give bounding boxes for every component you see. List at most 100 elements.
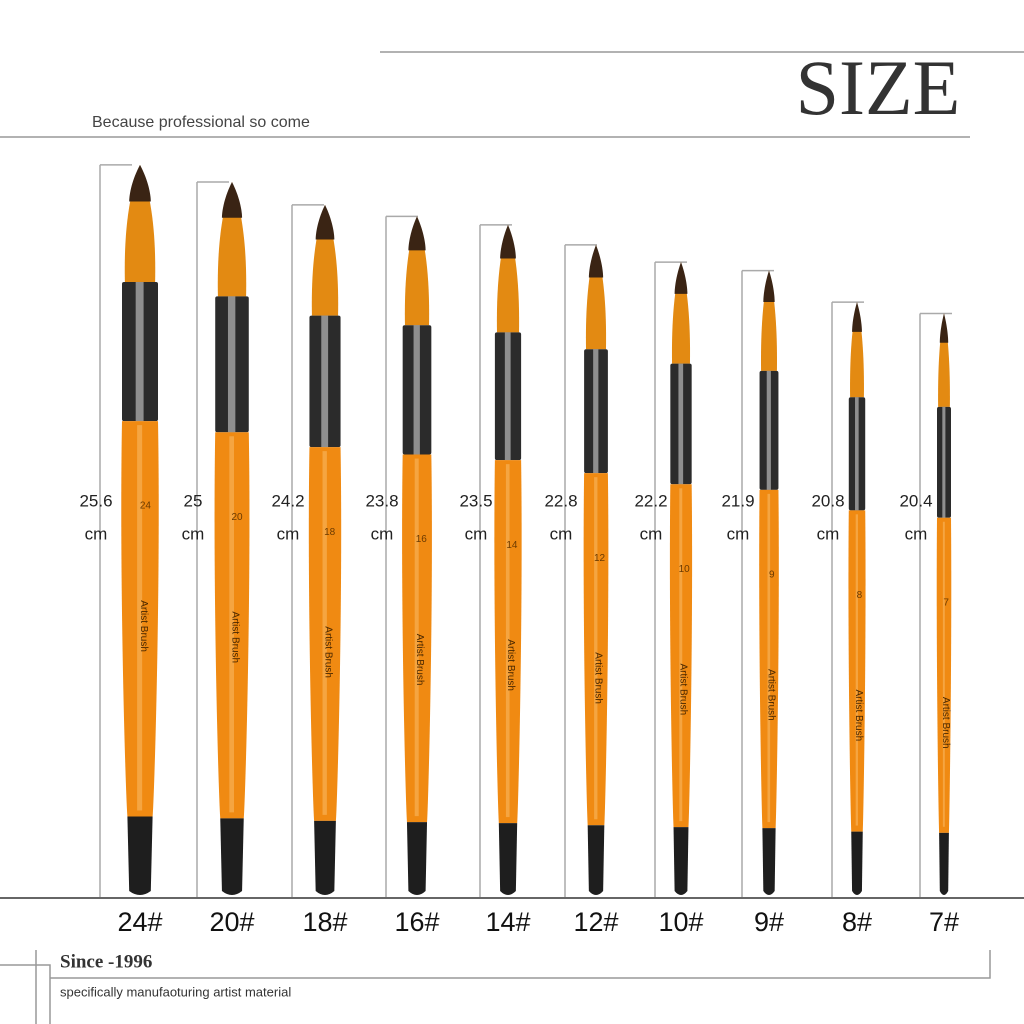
measure-line (479, 224, 512, 897)
title: SIZE (796, 44, 961, 131)
size-label: 18# (302, 907, 347, 937)
handle-shine (594, 477, 598, 820)
handle-shine (679, 488, 683, 822)
end-cap (762, 828, 776, 895)
end-cap (587, 825, 605, 895)
brush: 12 Artist Brush 22.8 cm 12# (544, 244, 619, 937)
handle-number: 14 (506, 540, 518, 551)
handle-text: Artist Brush (677, 663, 688, 715)
handle-text: Artist Brush (138, 600, 149, 652)
length-unit: cm (727, 524, 750, 543)
length: 20.4 (899, 491, 932, 510)
handle-shine (414, 458, 419, 817)
handle-number: 7 (943, 597, 949, 608)
ferrule-shine (855, 397, 859, 511)
handle-shine (855, 514, 858, 826)
ferrule-shine (321, 315, 329, 448)
handle-number: 20 (231, 512, 243, 523)
footer-bracket (0, 950, 991, 1024)
end-cap (220, 818, 244, 895)
size-label: 7# (929, 907, 959, 937)
handle-text: Artist Brush (765, 669, 776, 721)
brush-hair-tip (221, 182, 243, 218)
length-unit: cm (277, 524, 300, 543)
length-unit: cm (371, 524, 394, 543)
measure-line (741, 269, 774, 897)
brush-hair-tip (129, 164, 151, 202)
length-unit: cm (465, 524, 488, 543)
length: 24.2 (271, 491, 304, 510)
length: 23.8 (365, 491, 398, 510)
tagline: specifically manufaoturing artist materi… (60, 984, 291, 999)
handle-number: 24 (140, 501, 152, 512)
brushes: 24 Artist Brush 25.6 cm 24# 20 Artist Brush 25 c… (79, 164, 959, 937)
ferrule-shine (942, 406, 946, 518)
length-unit: cm (85, 524, 108, 543)
brush-hair-tip (588, 244, 604, 278)
handle-shine (322, 451, 327, 815)
ferrule-shine (766, 370, 771, 490)
measure-line (291, 204, 324, 897)
length: 21.9 (721, 491, 754, 510)
measure-line (385, 215, 418, 897)
handle-shine (505, 464, 510, 818)
brush-hair-tip (852, 302, 862, 332)
handle-number: 16 (416, 534, 428, 545)
end-cap (498, 823, 518, 895)
length-unit: cm (817, 524, 840, 543)
size-label: 9# (754, 907, 784, 937)
brush: 10 Artist Brush 22.2 cm 10# (634, 261, 704, 937)
handle-number: 8 (857, 590, 863, 601)
size-label: 12# (573, 907, 618, 937)
ferrule-shine (227, 296, 236, 433)
ferrule-shine (413, 325, 420, 455)
length-unit: cm (640, 524, 663, 543)
length-unit: cm (905, 524, 928, 543)
size-label: 24# (117, 907, 162, 937)
length: 23.5 (459, 491, 492, 510)
length-unit: cm (550, 524, 573, 543)
measure-line (99, 164, 132, 897)
handle-text: Artist Brush (593, 652, 604, 704)
end-cap (939, 832, 949, 895)
subtitle: Because professional so come (92, 114, 310, 131)
brush: 14 Artist Brush 23.5 cm 14# (459, 224, 531, 937)
end-cap (127, 816, 153, 895)
ferrule-shine (593, 349, 599, 474)
brush: 9 Artist Brush 21.9 cm 9# (721, 269, 784, 937)
brush: 20 Artist Brush 25 cm 20# (182, 181, 255, 937)
length: 20.8 (811, 491, 844, 510)
handle-text: Artist Brush (940, 697, 951, 749)
size-label: 8# (842, 907, 872, 937)
brush-hair-tip (939, 313, 949, 343)
end-cap (851, 831, 863, 895)
measure-line (654, 261, 687, 897)
brush-hair-tip (674, 262, 688, 294)
size-label: 16# (394, 907, 439, 937)
handle-number: 9 (769, 570, 775, 581)
handle-number: 12 (594, 553, 606, 564)
handle-text: Artist Brush (414, 634, 425, 686)
brush-hair-tip (315, 204, 335, 240)
handle-shine (137, 425, 143, 811)
length: 25 (184, 491, 203, 510)
brush: 8 Artist Brush 20.8 cm 8# (811, 301, 872, 937)
measure-line (196, 181, 229, 897)
end-cap (406, 822, 428, 895)
brush: 7 Artist Brush 20.4 cm 7# (899, 312, 959, 937)
handle-shine (229, 436, 235, 813)
brush-hair-tip (500, 224, 516, 259)
brush: 18 Artist Brush 24.2 cm 18# (271, 204, 348, 937)
ferrule-shine (135, 281, 144, 422)
length: 22.2 (634, 491, 667, 510)
brush: 24 Artist Brush 25.6 cm 24# (79, 164, 163, 937)
measure-line (831, 301, 864, 897)
handle-number: 18 (324, 527, 336, 538)
handle-shine (767, 493, 771, 823)
since: Since -1996 (60, 951, 152, 972)
size-label: 20# (209, 907, 254, 937)
size-label: 10# (658, 907, 703, 937)
brush: 16 Artist Brush 23.8 cm 16# (365, 215, 440, 937)
handle-text: Artist Brush (853, 689, 864, 741)
length: 22.8 (544, 491, 577, 510)
